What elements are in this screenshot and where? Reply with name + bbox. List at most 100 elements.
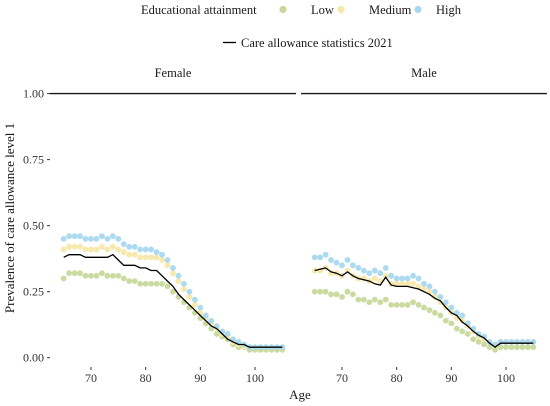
data-point (170, 270, 176, 277)
data-point (126, 251, 133, 258)
data-point (530, 338, 537, 345)
data-point (317, 254, 324, 261)
panel-male: Male 70 80 90 100 (301, 66, 547, 385)
data-point (131, 278, 138, 285)
legend-swatch-high (414, 5, 422, 14)
data-point (148, 280, 155, 287)
y-tick-label: 0.50 (23, 219, 44, 233)
data-point (350, 262, 356, 269)
data-point (202, 312, 209, 319)
data-point (382, 296, 389, 303)
data-point (514, 344, 520, 351)
data-point (71, 270, 78, 277)
data-point (508, 344, 515, 351)
data-point (322, 288, 329, 295)
data-point (524, 338, 531, 345)
data-point (442, 299, 449, 306)
series-low (311, 288, 537, 353)
y-tick-label: 0.75 (23, 153, 44, 167)
data-point (514, 338, 520, 345)
data-point (159, 257, 165, 263)
data-point (82, 235, 89, 242)
data-point (470, 336, 477, 343)
data-point (339, 294, 345, 300)
data-point (339, 262, 345, 269)
data-point (448, 320, 455, 327)
data-point (459, 328, 466, 335)
data-point (388, 301, 395, 308)
data-point (366, 299, 373, 306)
data-point (60, 235, 67, 242)
y-tick-label: 0.00 (23, 351, 44, 365)
data-point (191, 301, 198, 308)
x-tick-label: 70 (85, 371, 97, 385)
statistics-line (314, 267, 534, 349)
data-point (77, 233, 83, 240)
data-point (377, 270, 384, 277)
data-point (328, 257, 334, 263)
data-point (393, 275, 400, 282)
data-point (224, 331, 231, 337)
data-point (99, 233, 105, 240)
data-point (328, 291, 334, 298)
data-point (88, 246, 94, 253)
data-point (153, 249, 160, 255)
data-point (317, 288, 324, 295)
data-point (410, 272, 416, 279)
data-point (213, 331, 220, 337)
data-point (410, 299, 416, 306)
data-point (311, 254, 318, 261)
x-tick-label: 90 (194, 371, 206, 385)
data-point (388, 272, 395, 279)
x-tick-label: 80 (140, 371, 152, 385)
data-point (191, 296, 198, 303)
data-point (459, 317, 466, 324)
data-point (60, 275, 67, 282)
data-point (415, 283, 422, 290)
legend-swatch-medium (337, 5, 345, 14)
data-point (120, 241, 127, 248)
data-point (175, 272, 182, 279)
data-point (153, 280, 160, 287)
data-point (371, 267, 378, 274)
data-point (159, 280, 165, 287)
data-point (399, 280, 406, 287)
data-point (486, 338, 493, 345)
data-point (99, 270, 105, 277)
x-tick-label: 70 (336, 371, 348, 385)
data-point (181, 286, 187, 292)
data-point (432, 309, 438, 316)
data-point (333, 291, 340, 298)
data-point (404, 301, 411, 308)
data-point (104, 246, 111, 253)
series-low (60, 270, 286, 353)
legend-label-low: Low (311, 3, 334, 17)
data-point (82, 246, 89, 253)
data-point (131, 243, 138, 250)
data-point (71, 233, 78, 240)
panels: 0.00 0.25 0.50 0.75 1.00 Female 70 80 90 100 Male 7… (23, 66, 547, 385)
data-point (170, 265, 176, 271)
data-point (355, 296, 362, 303)
data-point (366, 270, 373, 277)
data-point (530, 344, 537, 351)
series-medium (60, 243, 286, 351)
data-point (109, 233, 116, 240)
legend-title: Educational attainment (141, 3, 257, 17)
data-point (126, 278, 133, 285)
data-point (311, 267, 318, 274)
data-point (486, 344, 493, 351)
data-point (93, 246, 100, 253)
data-point (99, 243, 105, 250)
data-point (497, 344, 504, 351)
data-point (437, 294, 444, 300)
legend-line-label: Care allowance statistics 2021 (241, 36, 393, 50)
data-point (120, 275, 127, 282)
y-tick-label: 1.00 (23, 87, 44, 101)
data-point (88, 235, 94, 242)
data-point (120, 249, 127, 255)
panel-strip-label: Female (155, 66, 192, 80)
data-point (208, 317, 215, 324)
data-point (448, 304, 455, 311)
